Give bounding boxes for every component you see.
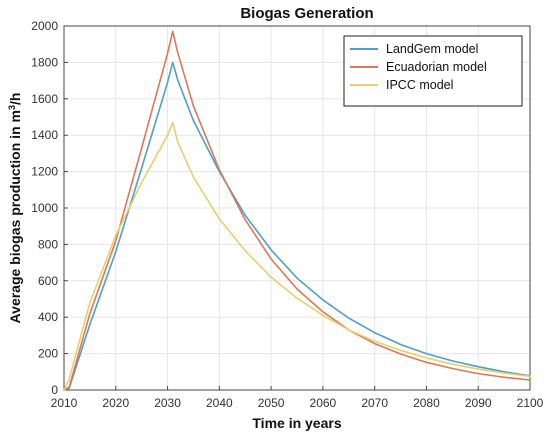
x-tick-label: 2100 [517, 396, 544, 410]
y-tick-label: 1000 [31, 201, 58, 215]
x-tick-label: 2050 [258, 396, 285, 410]
x-tick-label: 2020 [102, 396, 129, 410]
legend-label: IPCC model [386, 78, 453, 92]
y-tick-label: 1600 [31, 92, 58, 106]
x-tick-label: 2080 [413, 396, 440, 410]
x-tick-label: 2040 [206, 396, 233, 410]
y-axis-label: Average biogas production in m3/h [7, 93, 23, 324]
y-tick-label: 800 [38, 237, 58, 251]
y-tick-label: 400 [38, 310, 58, 324]
legend-items: LandGem model Ecuadorian model IPCC model [350, 42, 487, 92]
legend-label: Ecuadorian model [386, 60, 487, 74]
y-tick-label: 1400 [31, 128, 58, 142]
chart-title: Biogas Generation [240, 5, 373, 22]
y-axis-label-superscript: 3 [7, 105, 17, 110]
x-tick-label: 2010 [51, 396, 78, 410]
x-tick-label: 2060 [310, 396, 337, 410]
y-tick-label: 600 [38, 274, 58, 288]
axis-ticks: 2010 2020 2030 2040 2050 2060 2070 2080 2090 2100… [31, 19, 543, 410]
series-lines [63, 30, 531, 391]
y-tick-label: 0 [51, 383, 58, 397]
x-axis-label: Time in years [252, 415, 341, 431]
y-tick-label: 200 [38, 347, 58, 361]
legend-label: LandGem model [386, 42, 478, 56]
y-axis-label-tail: /h [7, 93, 23, 105]
series-line-landgem-model [63, 61, 531, 391]
legend: LandGem model Ecuadorian model IPCC model [343, 35, 523, 107]
series-line-ecuadorian-model [63, 30, 531, 391]
y-tick-label: 1800 [31, 55, 58, 69]
y-tick-label: 2000 [31, 19, 58, 33]
x-tick-label: 2030 [154, 396, 181, 410]
y-axis-label-main: Average biogas production in m [7, 110, 23, 323]
y-tick-label: 1200 [31, 165, 58, 179]
series-line-ipcc-model [63, 121, 531, 391]
legend-box [343, 35, 523, 107]
x-tick-label: 2090 [465, 396, 492, 410]
x-tick-label: 2070 [361, 396, 388, 410]
